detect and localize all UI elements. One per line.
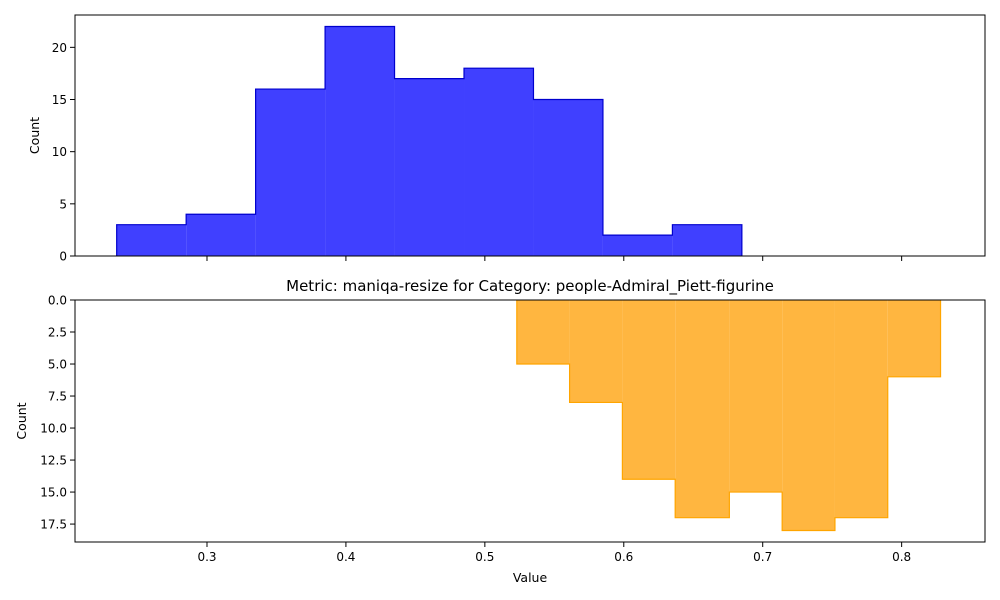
bottom-x-axis-ticks: 0.3 0.4 0.5 0.6 0.7 0.8 [197,542,911,564]
bottom-histogram-panel: 0.3 0.4 0.5 0.6 0.7 0.8 0.0 2.5 5.0 7.5 10.0 12.5 1… [14,277,986,585]
histogram-bar [569,300,623,403]
y-tick-label: 10 [52,145,67,159]
histogram-bar [672,224,742,256]
x-tick-label: 0.8 [892,550,911,564]
top-y-axis-ticks: 0 5 10 15 20 [52,41,75,264]
bottom-x-axis-label: Value [513,570,548,585]
histogram-outline [116,25,743,256]
x-tick-label: 0.4 [336,550,355,564]
histogram-bar [675,300,730,518]
y-tick-label: 5.0 [48,358,67,372]
top-x-axis-ticks [206,256,903,261]
y-tick-label: 15 [52,93,67,107]
histogram-bar [464,68,534,256]
histogram-bar [887,300,941,377]
y-tick-label: 20 [52,41,67,55]
y-tick-label: 0.0 [48,294,67,308]
histogram-bar [622,300,676,480]
x-tick-label: 0.6 [614,550,633,564]
top-y-axis-label: Count [27,117,42,154]
x-tick-label: 0.5 [475,550,494,564]
histogram-bar [516,300,570,365]
y-tick-label: 5 [59,197,67,211]
histogram-bar [186,214,256,256]
histogram-bar [533,99,603,256]
histogram-bar [729,300,783,493]
y-tick-label: 12.5 [40,454,67,468]
y-tick-label: 7.5 [48,390,67,404]
histogram-bar [834,300,888,518]
bottom-histogram-bars [516,300,942,532]
x-tick-label: 0.7 [753,550,772,564]
top-histogram-panel: 0 5 10 15 20 Count [27,14,986,264]
histogram-bar [116,224,187,256]
y-tick-label: 10.0 [40,422,67,436]
bottom-y-axis-ticks: 0.0 2.5 5.0 7.5 10.0 12.5 15.0 17.5 [40,294,75,532]
histogram-bar [602,235,673,256]
top-plot-frame [74,14,986,257]
x-tick-label: 0.3 [197,550,216,564]
top-histogram-bars [116,25,743,257]
histogram-bar [255,89,326,256]
histogram-bar [782,300,835,531]
bottom-chart-title: Metric: maniqa-resize for Category: peop… [286,277,774,296]
y-tick-label: 0 [59,250,67,264]
y-tick-label: 2.5 [48,326,67,340]
y-tick-label: 17.5 [40,518,67,532]
histogram-outline [516,300,942,532]
bottom-y-axis-label: Count [14,402,29,439]
histogram-bar [325,26,395,256]
bottom-plot-frame [74,299,986,543]
histogram-bar [394,78,465,257]
y-tick-label: 15.0 [40,486,67,500]
